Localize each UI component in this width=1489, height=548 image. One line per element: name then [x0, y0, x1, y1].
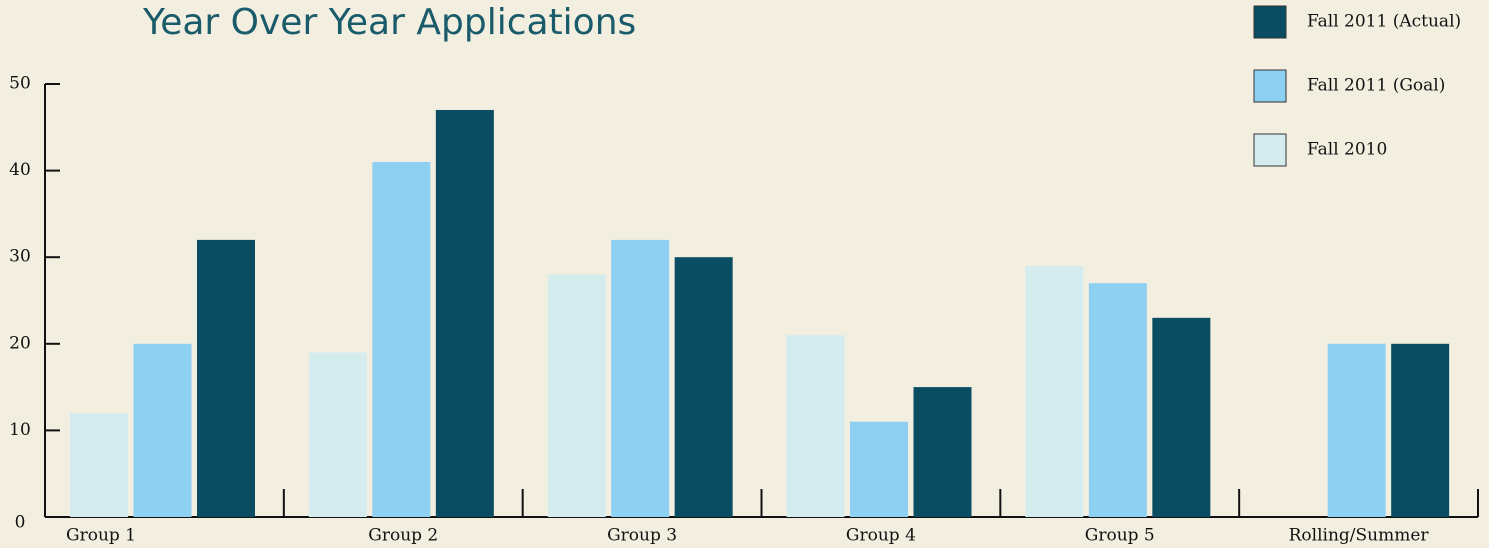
y-tick-label: 20: [9, 333, 31, 353]
y-tick-label: 30: [9, 247, 31, 267]
bar: [1152, 317, 1211, 517]
legend-label: Fall 2010: [1307, 140, 1387, 160]
x-tick-label: Group 2: [368, 526, 438, 546]
bar: [372, 161, 431, 517]
y-tick-label: 50: [9, 74, 31, 94]
bar: [1088, 283, 1147, 517]
bar: [1025, 265, 1084, 517]
y-tick-label: 10: [9, 420, 31, 440]
bar: [1327, 343, 1386, 517]
bar: [308, 352, 367, 517]
bar: [674, 257, 733, 517]
bar: [786, 335, 845, 517]
y-tick-label: 0: [15, 513, 26, 533]
bar: [547, 274, 606, 517]
y-tick-label: 40: [9, 160, 31, 180]
legend-swatch: [1253, 5, 1287, 39]
x-tick-label: Group 4: [846, 526, 916, 546]
bar: [133, 343, 192, 517]
legend-swatch: [1253, 133, 1287, 167]
bar: [197, 239, 255, 517]
x-tick-label: Group 5: [1085, 526, 1155, 546]
bar: [1391, 343, 1450, 517]
bar: [70, 413, 128, 517]
x-tick-label: Rolling/Summer: [1289, 526, 1430, 546]
bar: [611, 239, 670, 517]
legend-label: Fall 2011 (Actual): [1307, 12, 1461, 32]
legend-label: Fall 2011 (Goal): [1307, 76, 1445, 96]
x-tick-label: Group 1: [66, 526, 136, 546]
bar: [850, 421, 908, 517]
legend-swatch: [1253, 69, 1287, 103]
x-tick-label: Group 3: [607, 526, 677, 546]
bar: [913, 387, 972, 517]
bar: [435, 109, 494, 517]
chart-title: Year Over Year Applications: [142, 2, 636, 43]
